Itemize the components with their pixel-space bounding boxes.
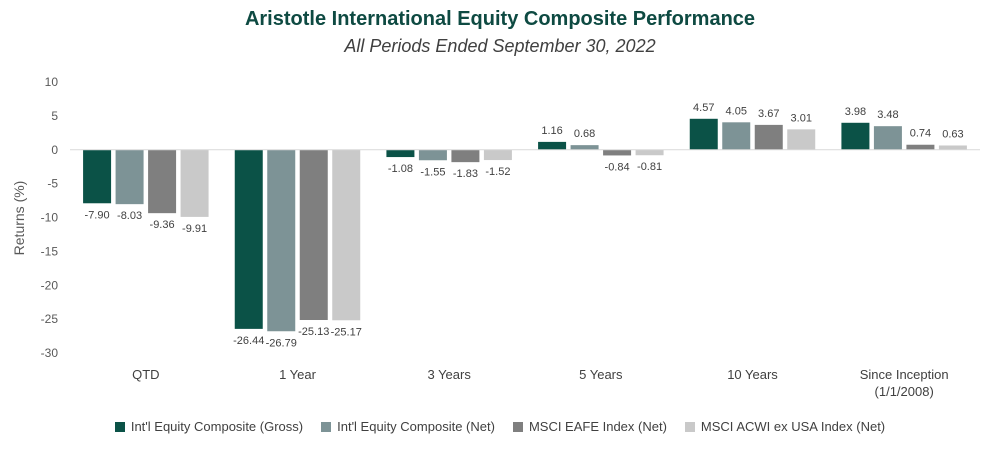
category-label: 1 Year <box>279 367 317 382</box>
bar <box>418 149 447 161</box>
data-label: 3.67 <box>758 108 779 120</box>
bar <box>689 118 718 150</box>
data-label: -25.13 <box>298 326 329 338</box>
data-label: 1.16 <box>541 125 562 137</box>
bar <box>787 129 816 150</box>
legend-swatch <box>114 421 125 432</box>
data-label: 4.57 <box>693 102 714 114</box>
bar <box>570 145 599 150</box>
category-label: 10 Years <box>727 367 778 382</box>
bar <box>386 149 415 158</box>
data-label: 0.68 <box>574 128 595 140</box>
legend-item: Int'l Equity Composite (Gross) <box>114 419 304 434</box>
y-tick-label: 5 <box>51 109 58 123</box>
legend-item: MSCI EAFE Index (Net) <box>512 419 667 434</box>
y-tick-label: -20 <box>41 278 59 292</box>
bar <box>180 149 209 217</box>
bar <box>841 122 870 150</box>
bar <box>906 144 935 150</box>
bar <box>938 145 967 150</box>
legend-item: MSCI ACWI ex USA Index (Net) <box>684 419 886 434</box>
bar <box>83 149 112 204</box>
bar <box>603 149 632 156</box>
legend-swatch <box>512 421 523 432</box>
y-tick-label: 0 <box>51 143 58 157</box>
legend-label: MSCI ACWI ex USA Index (Net) <box>700 419 886 434</box>
category-label: 5 Years <box>579 367 623 382</box>
data-label: 4.05 <box>726 105 747 117</box>
category-label: Since Inception <box>860 367 949 382</box>
y-axis-ticks: 10 5 0 -5 -10 -15 -20 -25 -30 <box>41 75 59 360</box>
data-label: -1.55 <box>420 166 445 178</box>
bar <box>754 124 783 150</box>
y-tick-label: -25 <box>41 312 59 326</box>
data-label: 3.98 <box>845 106 866 118</box>
category-label: QTD <box>132 367 159 382</box>
y-axis-label: Returns (%) <box>11 181 27 256</box>
legend-swatch <box>684 421 695 432</box>
bar <box>332 149 361 321</box>
data-labels: -7.90 -8.03 -9.36 -9.91 -26.44 -26.79-25.13 -2… <box>85 102 964 349</box>
bar <box>722 122 751 150</box>
data-label: -25.17 <box>331 326 362 338</box>
legend-label: Int'l Equity Composite (Net) <box>337 419 495 434</box>
bar <box>451 149 480 163</box>
y-tick-label: 10 <box>45 75 59 89</box>
legend-label: MSCI EAFE Index (Net) <box>528 419 667 434</box>
legend-label: Int'l Equity Composite (Gross) <box>130 419 304 434</box>
category-label: 3 Years <box>427 367 471 382</box>
data-label: -26.79 <box>266 337 297 349</box>
category-label: (1/1/2008) <box>875 384 934 399</box>
y-tick-label: -30 <box>41 346 59 360</box>
data-label: -0.84 <box>605 161 630 173</box>
data-label: -1.52 <box>485 166 510 178</box>
data-label: -1.08 <box>388 163 413 175</box>
bar <box>115 149 144 205</box>
data-label: 0.63 <box>942 128 963 140</box>
data-label: 3.01 <box>791 112 812 124</box>
chart-title: Aristotle International Equity Composite… <box>244 8 756 30</box>
bar <box>234 149 263 329</box>
chart-subtitle: All Periods Ended September 30, 2022 <box>344 36 656 56</box>
bar <box>299 149 328 321</box>
bar <box>483 149 512 161</box>
bar <box>538 141 567 150</box>
y-tick-label: -5 <box>47 177 58 191</box>
y-tick-label: -10 <box>41 211 59 225</box>
data-label: -0.81 <box>637 161 662 173</box>
legend: Int'l Equity Composite (Gross) Int'l Equi… <box>0 419 1000 434</box>
data-label: -26.44 <box>233 335 264 347</box>
category-labels: QTD 1 Year 3 Years 5 Years 10 Years Since Inc… <box>132 367 949 399</box>
bar <box>635 149 664 156</box>
data-label: -9.91 <box>182 223 207 235</box>
bar <box>267 149 296 332</box>
data-label: -1.83 <box>453 168 478 180</box>
legend-swatch <box>321 421 332 432</box>
data-label: -8.03 <box>117 210 142 222</box>
bars <box>83 118 967 332</box>
bar <box>873 126 902 150</box>
data-label: -9.36 <box>150 219 175 231</box>
data-label: 3.48 <box>877 109 898 121</box>
legend-item: Int'l Equity Composite (Net) <box>321 419 495 434</box>
y-tick-label: -15 <box>41 244 59 258</box>
bar <box>148 149 177 214</box>
data-label: 0.74 <box>910 128 931 140</box>
data-label: -7.90 <box>85 209 110 221</box>
